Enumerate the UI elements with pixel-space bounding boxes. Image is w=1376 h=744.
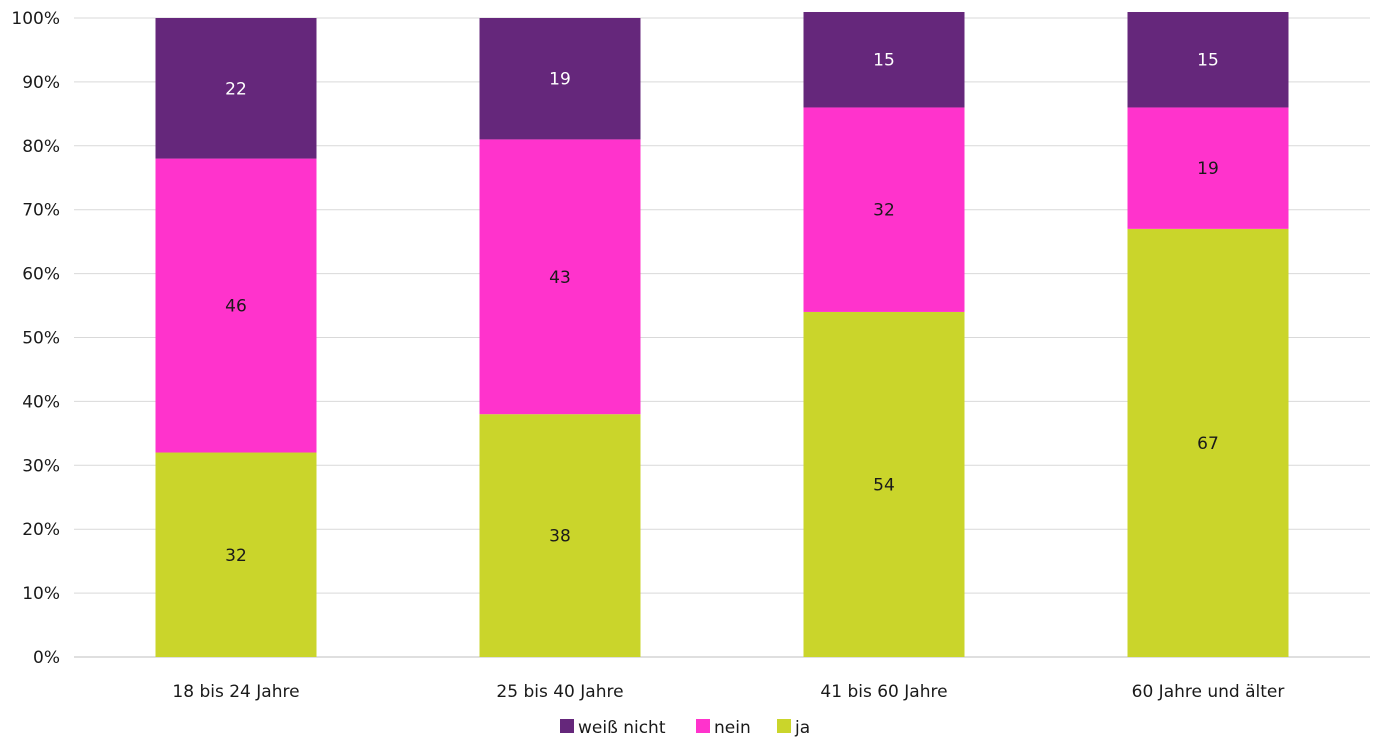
- bar-segment: [1127, 107, 1289, 229]
- data-label: 22: [225, 79, 247, 99]
- bar-segment: [803, 107, 965, 312]
- bar-segment: [1127, 12, 1289, 108]
- y-tick-label: 50%: [22, 329, 60, 349]
- legend-label: weiß nicht: [578, 718, 666, 738]
- y-tick-label: 100%: [11, 9, 60, 29]
- x-tick-label: 60 Jahre und älter: [1132, 682, 1285, 702]
- data-label: 54: [873, 475, 895, 495]
- y-tick-label: 10%: [22, 584, 60, 604]
- bar-segment: [155, 158, 317, 453]
- data-label: 19: [549, 70, 571, 90]
- bar-segment: [479, 139, 641, 415]
- legend-label: nein: [714, 718, 751, 738]
- y-tick-label: 40%: [22, 392, 60, 412]
- bar-segment: [479, 18, 641, 140]
- y-tick-label: 70%: [22, 201, 60, 221]
- legend-swatch: [560, 719, 574, 733]
- y-tick-label: 20%: [22, 520, 60, 540]
- data-label: 15: [1197, 51, 1219, 71]
- data-label: 43: [549, 268, 571, 288]
- bars: 32 46 22 38 43 19 54 32 15 67 19 15: [155, 12, 1289, 657]
- bar-segment: [155, 18, 317, 159]
- data-label: 32: [225, 546, 247, 566]
- y-tick-label: 0%: [33, 648, 60, 668]
- y-tick-label: 80%: [22, 137, 60, 157]
- legend-label: ja: [794, 718, 810, 738]
- x-axis: 18 bis 24 Jahre 25 bis 40 Jahre 41 bis 60 …: [172, 682, 1284, 702]
- y-tick-label: 90%: [22, 73, 60, 93]
- legend-swatch: [696, 719, 710, 733]
- y-tick-label: 60%: [22, 265, 60, 285]
- bar-segment: [803, 311, 965, 657]
- data-label: 19: [1197, 159, 1219, 179]
- y-tick-label: 30%: [22, 456, 60, 476]
- legend: weiß nicht nein ja: [560, 718, 810, 738]
- x-tick-label: 18 bis 24 Jahre: [172, 682, 299, 702]
- data-label: 46: [225, 297, 247, 317]
- bar-segment: [803, 12, 965, 108]
- legend-swatch: [777, 719, 791, 733]
- data-label: 15: [873, 51, 895, 71]
- data-label: 38: [549, 527, 571, 547]
- x-tick-label: 25 bis 40 Jahre: [496, 682, 623, 702]
- bar-segment: [1127, 228, 1289, 657]
- data-label: 32: [873, 201, 895, 221]
- y-axis: 0% 10% 20% 30% 40% 50% 60% 70% 80% 90% 100%: [11, 9, 60, 668]
- x-tick-label: 41 bis 60 Jahre: [820, 682, 947, 702]
- bar-segment: [479, 414, 641, 657]
- bar-segment: [155, 452, 317, 657]
- data-label: 67: [1197, 434, 1219, 454]
